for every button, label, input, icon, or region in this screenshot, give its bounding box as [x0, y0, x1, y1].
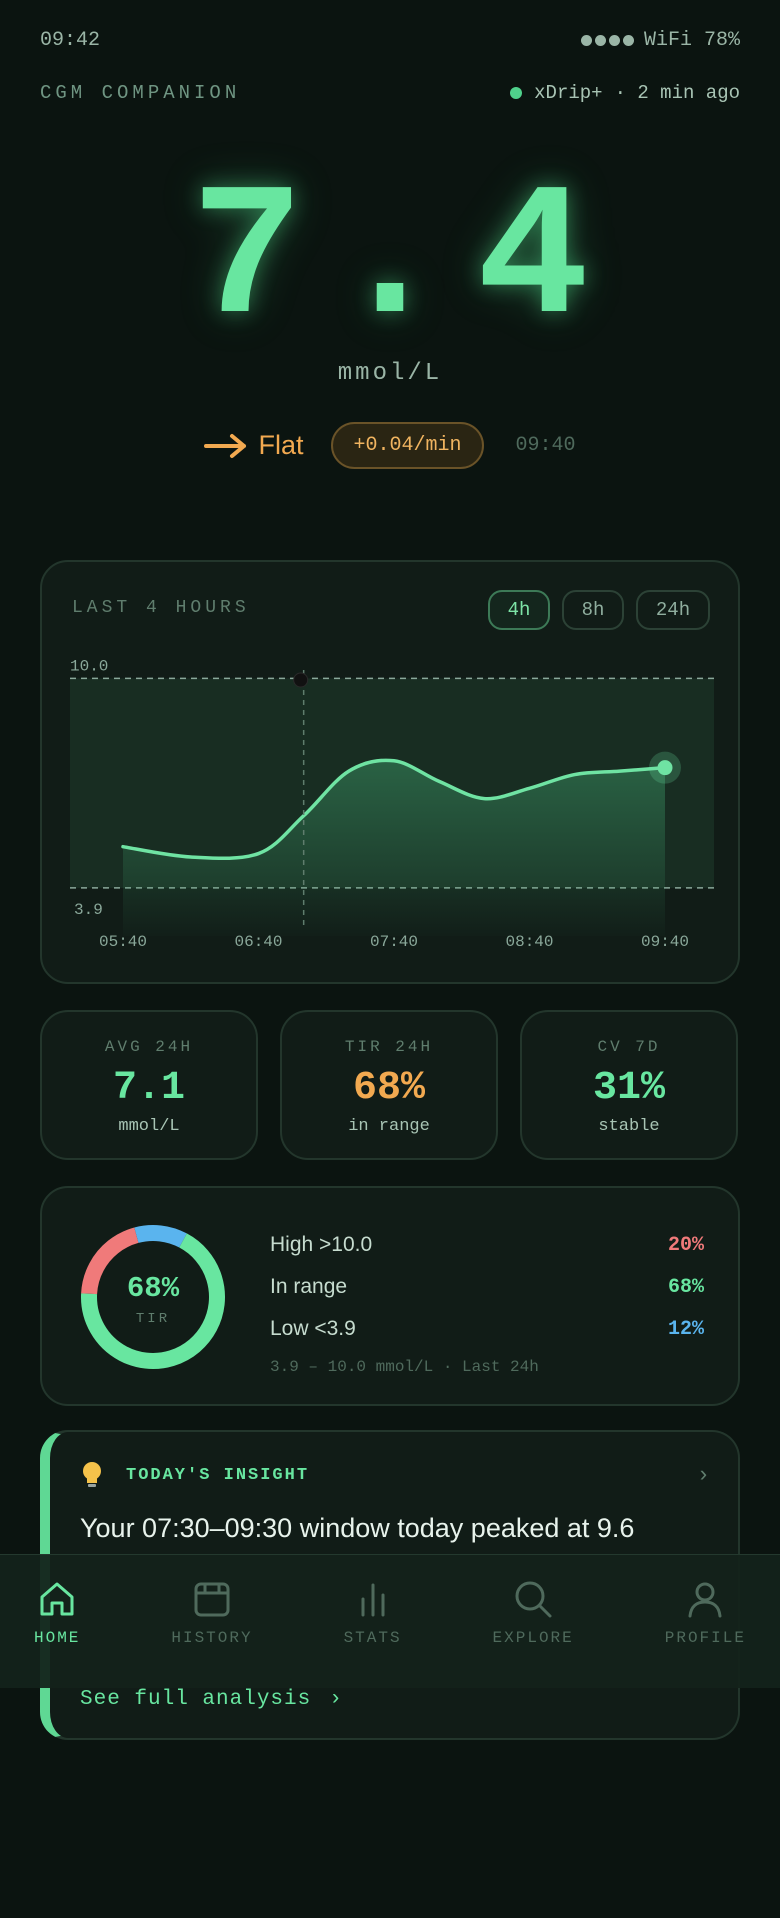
- high-threshold-label: 10.0: [70, 657, 108, 675]
- x-tick-label: 06:40: [234, 933, 282, 951]
- bar-chart-icon: [361, 1583, 385, 1617]
- insight-title: TODAY'S INSIGHT: [126, 1465, 310, 1485]
- rate-of-change-badge: +0.04/min: [331, 422, 484, 469]
- stat-sub: mmol/L: [118, 1117, 180, 1136]
- stat-label: AVG 24H: [104, 1038, 194, 1056]
- stat-sub: stable: [598, 1117, 660, 1136]
- link-label: See full analysis: [80, 1688, 312, 1711]
- stat-sub: in range: [348, 1117, 430, 1136]
- stat-label: CV 7D: [597, 1038, 661, 1056]
- tir-center-value: 68%: [127, 1272, 180, 1305]
- lightbulb-icon: [83, 1462, 101, 1487]
- stat-card-avg[interactable]: AVG 24H 7.1 mmol/L: [40, 1010, 258, 1160]
- stat-value: 68%: [352, 1066, 425, 1111]
- chevron-right-icon: ›: [329, 1688, 343, 1711]
- trend-indicator: Flat: [204, 430, 303, 461]
- insight-text: Your 07:30–09:30 window today peaked at …: [80, 1513, 635, 1543]
- glucose-area: [123, 760, 665, 936]
- tab-4h[interactable]: 4h: [488, 590, 550, 630]
- nav-home[interactable]: HOME: [34, 1555, 80, 1688]
- chart-range-tabs: 4h 8h 24h: [488, 590, 710, 630]
- stat-label: TIR 24H: [344, 1038, 434, 1056]
- x-tick-label: 05:40: [99, 933, 147, 951]
- app-header: CGM COMPANION xDrip+ · 2 min ago: [40, 82, 740, 104]
- tir-row-label: In range: [270, 1275, 348, 1298]
- network-status: WiFi 78%: [643, 28, 740, 52]
- data-source[interactable]: xDrip+ · 2 min ago: [510, 82, 740, 104]
- x-tick-label: 07:40: [370, 933, 418, 951]
- glucose-chart-card: 10.0 3.9 05:40 06:40 07:40 08:40 09:40 LAST 4 …: [40, 560, 740, 984]
- tir-row-value: 68%: [667, 1275, 704, 1299]
- tir-center-label: TIR: [136, 1311, 170, 1327]
- home-icon: [40, 1582, 74, 1616]
- status-bar: 09:42 WiFi 78%: [40, 26, 740, 54]
- tir-row-label: High >10.0: [270, 1233, 373, 1256]
- last-updated: · 2 min ago: [614, 82, 740, 104]
- tir-row-high: High >10.0 20%: [270, 1224, 704, 1266]
- nav-history[interactable]: HISTORY: [171, 1555, 252, 1688]
- arrow-right-icon: [204, 433, 247, 458]
- tir-range-note: 3.9 – 10.0 mmol/L · Last 24h: [270, 1358, 539, 1376]
- glucose-chart[interactable]: 10.0 3.9 05:40 06:40 07:40 08:40 09:40: [42, 562, 742, 986]
- trend-label: Flat: [258, 430, 304, 460]
- calendar-icon: [194, 1582, 230, 1617]
- nav-label: HISTORY: [171, 1629, 253, 1647]
- x-tick-label: 09:40: [641, 933, 689, 951]
- stat-card-tir[interactable]: TIR 24H 68% in range: [280, 1010, 498, 1160]
- time-in-range-card[interactable]: 68% TIR High >10.0 20% In range 68% Low …: [40, 1186, 740, 1406]
- nav-label: HOME: [34, 1629, 81, 1647]
- clock: 09:42: [40, 28, 101, 52]
- tir-row-low: Low <3.9 12%: [270, 1308, 704, 1350]
- tir-breakdown: High >10.0 20% In range 68% Low <3.9 12%…: [270, 1224, 704, 1376]
- chevron-right-icon[interactable]: ›: [696, 1462, 710, 1488]
- insight-header: TODAY'S INSIGHT ›: [80, 1460, 710, 1490]
- nav-label: PROFILE: [664, 1629, 746, 1647]
- tab-8h[interactable]: 8h: [562, 590, 624, 630]
- event-marker-icon: [293, 672, 309, 688]
- reading-timestamp: 09:40: [515, 434, 576, 457]
- nav-label: EXPLORE: [492, 1629, 574, 1647]
- search-icon: [515, 1581, 552, 1618]
- tir-row-value: 20%: [667, 1233, 704, 1257]
- source-name: xDrip+: [534, 82, 603, 104]
- stat-card-cv[interactable]: CV 7D 31% stable: [520, 1010, 738, 1160]
- glucose-line: [121, 758, 667, 861]
- chart-title: LAST 4 HOURS: [72, 598, 250, 618]
- tir-row-value: 12%: [667, 1317, 704, 1341]
- nav-profile[interactable]: PROFILE: [665, 1555, 746, 1688]
- app-title: CGM COMPANION: [40, 82, 241, 104]
- tir-row-in-range: In range 68%: [270, 1266, 704, 1308]
- see-full-analysis-link[interactable]: See full analysis ›: [80, 1688, 343, 1711]
- stat-value: 31%: [592, 1066, 665, 1111]
- live-status-dot-icon: [510, 87, 523, 99]
- tir-row-label: Low <3.9: [270, 1317, 356, 1340]
- nav-stats[interactable]: STATS: [344, 1555, 402, 1688]
- x-tick-label: 08:40: [505, 933, 553, 951]
- current-point: [657, 760, 673, 776]
- donut-segment-low: [80, 1225, 225, 1369]
- low-threshold-label: 3.9: [74, 901, 103, 919]
- nav-explore[interactable]: EXPLORE: [493, 1555, 574, 1688]
- nav-label: STATS: [343, 1629, 402, 1647]
- signal-strength-icon: [580, 34, 634, 46]
- donut-segment-high: [80, 1225, 225, 1369]
- glucose-unit: mmol/L: [337, 360, 443, 387]
- tab-24h[interactable]: 24h: [636, 590, 710, 630]
- glucose-reading: 7.4: [190, 155, 620, 368]
- user-icon: [688, 1582, 722, 1618]
- trend-row: Flat +0.04/min 09:40: [0, 422, 780, 469]
- bottom-navigation: HOME HISTORY STATS EXPLORE PROFILE: [0, 1554, 780, 1688]
- stat-value: 7.1: [112, 1066, 185, 1111]
- tir-donut-chart: 68% TIR: [80, 1225, 225, 1369]
